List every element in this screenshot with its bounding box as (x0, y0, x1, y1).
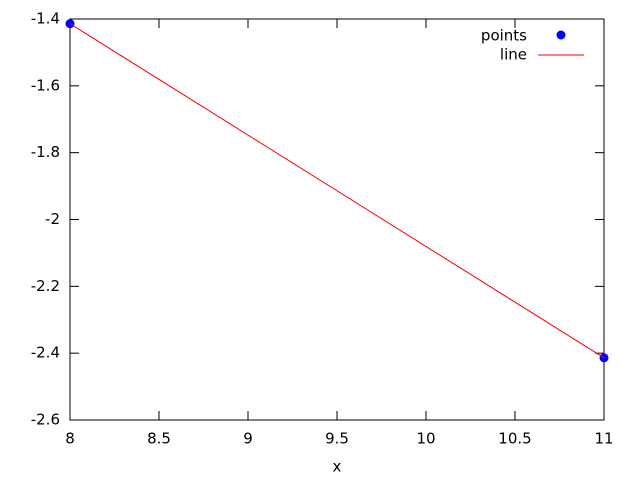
x-tick-label: 9 (243, 430, 253, 448)
x-tick-label: 8 (65, 430, 75, 448)
y-tick-label: -2.4 (31, 344, 60, 362)
legend-label: points (481, 27, 527, 45)
y-tick-label: -1.6 (31, 76, 60, 94)
plot-frame (69, 18, 605, 421)
y-tick-label: -2.6 (31, 411, 60, 429)
x-tick-label: 9.5 (325, 430, 349, 448)
legend-marker (556, 30, 566, 40)
x-tick-label: 10 (416, 430, 435, 448)
x-tick-label: 8.5 (147, 430, 171, 448)
data-line (69, 23, 605, 359)
x-tick-label: 10.5 (498, 430, 531, 448)
x-tick-label: 11 (594, 430, 613, 448)
y-tick-label: -1.4 (31, 10, 60, 28)
x-axis-label: x (333, 458, 342, 476)
legend-label: line (500, 46, 527, 64)
y-tick-label: -2 (45, 210, 60, 228)
y-tick-label: -2.2 (31, 277, 60, 295)
y-tick-label: -1.8 (31, 143, 60, 161)
